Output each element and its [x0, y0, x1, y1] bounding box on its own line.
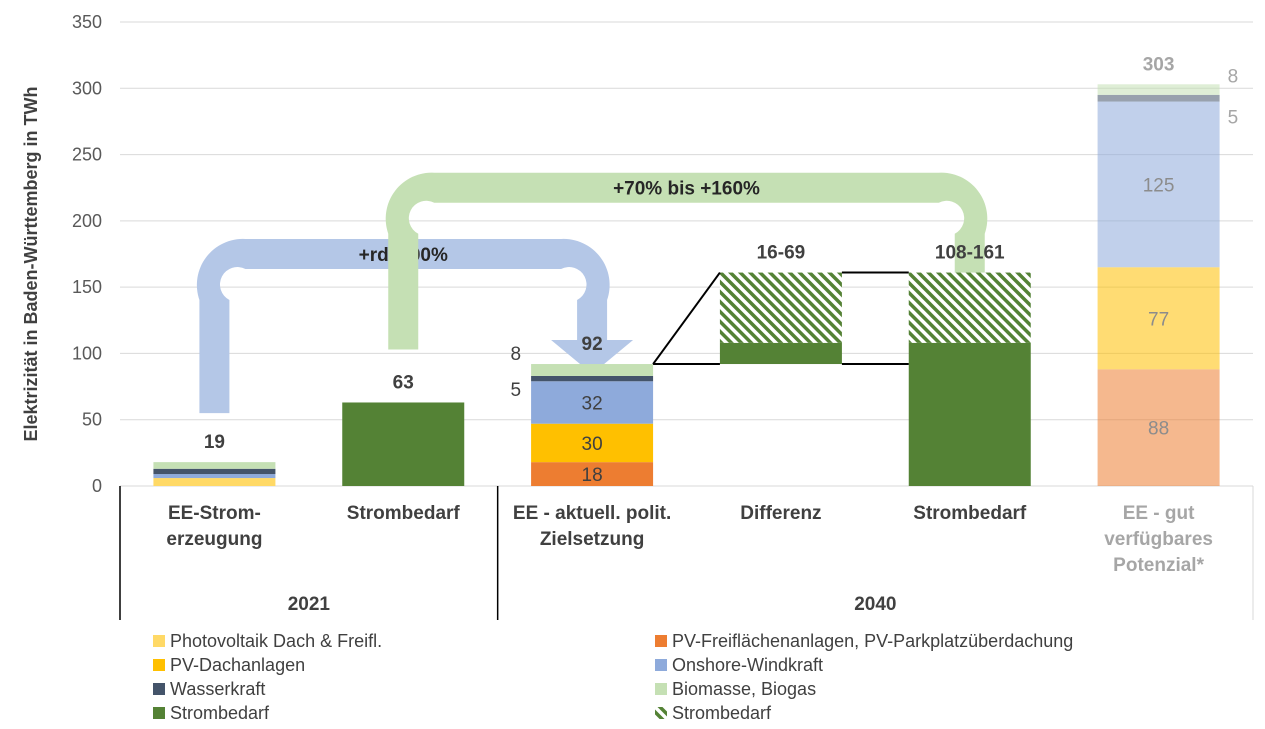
- bar-segment-biomasse: [531, 364, 654, 376]
- category-label: Differenz: [740, 503, 821, 524]
- growth-arrow: [196, 238, 634, 414]
- category-label: verfügbares: [1104, 529, 1213, 550]
- legend-swatch: [655, 683, 667, 695]
- data-labels: 19 63 18 30 32 5 8 92 16-69 108-161 88 77 125 5 8 303: [204, 54, 1238, 486]
- y-tick-label: 100: [72, 343, 102, 363]
- connector-lines: [652, 271, 909, 366]
- y-tick-label: 150: [72, 277, 102, 297]
- bar-total-label: 92: [582, 334, 603, 355]
- category-label: Strombedarf: [347, 503, 461, 524]
- bar-total-label: 63: [393, 372, 414, 393]
- bar-segment-onshore_wind: [153, 474, 276, 479]
- bar-total-label: 16-69: [757, 243, 806, 264]
- legend-swatch: [655, 635, 667, 647]
- bar-total-label: 19: [204, 432, 225, 453]
- growth-arrow: [385, 172, 1011, 350]
- y-tick-label: 300: [72, 78, 102, 98]
- legend-label: Onshore-Windkraft: [672, 655, 823, 675]
- bar-segment-pv_freiflaechen: [531, 462, 654, 486]
- legend-label: PV-Freiflächenanlagen, PV-Parkplatzüberd…: [672, 631, 1073, 651]
- category-label: EE - gut: [1123, 503, 1195, 524]
- connector-line: [652, 271, 721, 365]
- bar-segment-biomasse: [153, 462, 276, 469]
- y-tick-label: 50: [82, 410, 102, 430]
- y-tick-label: 350: [72, 12, 102, 32]
- legend-swatch: [655, 659, 667, 671]
- group-label: 2021: [288, 594, 331, 615]
- category-label: Potenzial*: [1113, 555, 1204, 576]
- growth-arrows: +rd. 400%+70% bis +160%: [196, 172, 1011, 414]
- legend-swatch: [655, 707, 667, 719]
- legend-label: Biomasse, Biogas: [672, 679, 816, 699]
- bar-segment-strombedarf_range: [908, 272, 1031, 343]
- growth-arrow-label: +70% bis +160%: [613, 179, 760, 200]
- bar-segment-wasserkraft: [153, 468, 276, 475]
- category-label: EE-Strom-: [168, 503, 261, 524]
- legend-swatch: [153, 707, 165, 719]
- category-label: Zielsetzung: [540, 529, 645, 550]
- category-label: erzeugung: [166, 529, 262, 550]
- legend-label: Photovoltaik Dach & Freifl.: [170, 631, 382, 651]
- bar-segment-strombedarf: [719, 342, 842, 365]
- segment-label: 30: [582, 434, 603, 455]
- bar-segment-onshore_wind: [1097, 101, 1220, 268]
- y-tick-label: 250: [72, 145, 102, 165]
- bar-total-label: 108-161: [935, 243, 1005, 264]
- y-tick-label: 0: [92, 476, 102, 496]
- bar-segment-strombedarf: [342, 402, 465, 486]
- legend-swatch: [153, 659, 165, 671]
- bar-segment-pv_dach: [1097, 267, 1220, 370]
- bar-segment-strombedarf_range: [719, 272, 842, 343]
- legend: Photovoltaik Dach & Freifl. PV-Freifläche…: [153, 631, 1073, 723]
- bar-total-label: 303: [1143, 54, 1175, 75]
- bar-segment-strombedarf: [908, 342, 1031, 486]
- legend-label: Strombedarf: [672, 703, 772, 723]
- legend-label: Strombedarf: [170, 703, 270, 723]
- bar-segment-pv_dach: [531, 423, 654, 463]
- y-axis-label: Elektrizität in Baden-Württemberg in TWh: [21, 86, 41, 441]
- group-label: 2040: [854, 594, 896, 615]
- x-axis: EE-Strom-erzeugung Strombedarf EE - aktuel…: [119, 486, 1254, 620]
- side-label: 8: [1228, 66, 1239, 87]
- bar-segment-pv_freiflaechen: [1097, 369, 1220, 486]
- bar-segment-biomasse: [1097, 84, 1220, 95]
- category-label: Strombedarf: [913, 503, 1027, 524]
- segment-label: 88: [1148, 419, 1169, 440]
- grid: [120, 21, 1253, 487]
- y-tick-label: 200: [72, 211, 102, 231]
- side-label: 5: [511, 380, 522, 401]
- legend-label: Wasserkraft: [170, 679, 265, 699]
- segment-label: 18: [582, 465, 603, 486]
- segment-label: 77: [1148, 309, 1169, 330]
- bar-segment-wasserkraft: [531, 375, 654, 382]
- bar-segment-wasserkraft: [1097, 94, 1220, 102]
- y-axis: 0 50 100 150 200 250 300 350: [72, 12, 102, 496]
- side-label: 5: [1228, 108, 1239, 129]
- bar-segment-onshore_wind: [531, 381, 654, 424]
- side-label: 8: [511, 344, 522, 365]
- legend-label: PV-Dachanlagen: [170, 655, 305, 675]
- segment-label: 32: [582, 393, 603, 414]
- legend-swatch: [153, 683, 165, 695]
- bars: [153, 84, 1220, 486]
- legend-swatch: [153, 635, 165, 647]
- category-label: EE - aktuell. polit.: [513, 503, 671, 524]
- bar-segment-pv_dach_freifl: [153, 478, 276, 486]
- segment-label: 125: [1143, 175, 1175, 196]
